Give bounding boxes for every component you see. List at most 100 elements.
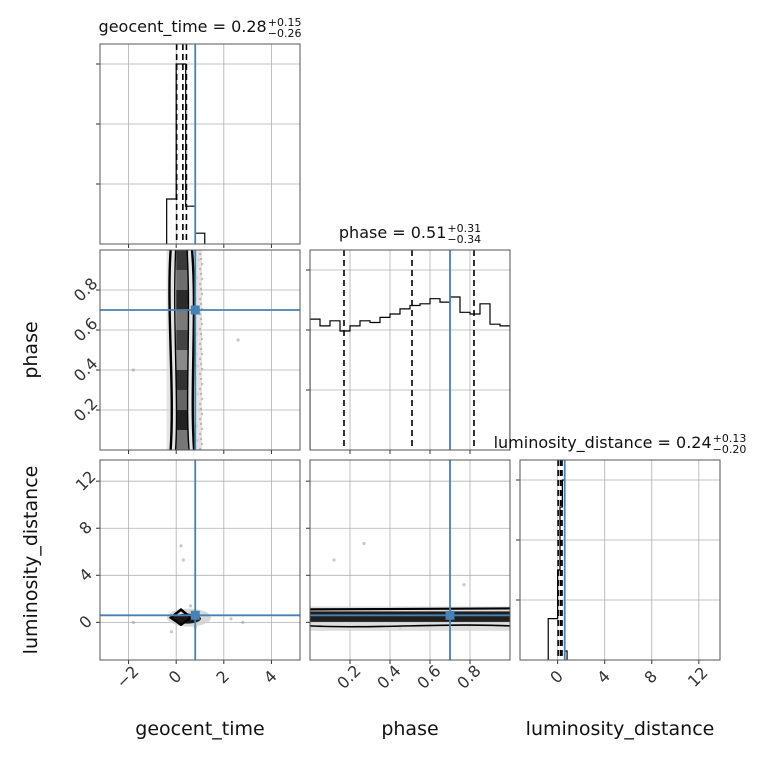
density-dots bbox=[198, 357, 202, 361]
panel-border bbox=[99, 249, 301, 451]
density-dots bbox=[200, 442, 204, 446]
density-core-band bbox=[176, 410, 189, 430]
contour-line bbox=[168, 250, 173, 450]
joint-panel-luminosity_distance_vs_geocent_time: −2 0 2 4 0 4 8 12 bbox=[72, 459, 301, 692]
marginal-content bbox=[166, 44, 206, 244]
density-core-band bbox=[176, 430, 189, 450]
density-dots bbox=[200, 292, 204, 296]
x-tick-label: 12 bbox=[684, 663, 712, 691]
y-tick-label: 4 bbox=[75, 565, 96, 586]
density-dots bbox=[200, 277, 204, 281]
marginal-content bbox=[310, 250, 510, 450]
scatter-point bbox=[462, 583, 466, 587]
density-dots bbox=[200, 367, 204, 371]
density-dots bbox=[200, 262, 204, 266]
density-dots bbox=[198, 387, 202, 391]
scatter-point bbox=[241, 620, 245, 624]
density-dots bbox=[198, 267, 202, 271]
contour-line bbox=[310, 624, 510, 628]
marginal-panel-geocent_time bbox=[96, 43, 301, 248]
density-dots bbox=[199, 317, 203, 321]
density-dots bbox=[198, 417, 202, 421]
x-tick-label: 2 bbox=[212, 667, 233, 688]
density-dots bbox=[199, 422, 203, 426]
density-dots bbox=[198, 402, 202, 406]
title-main: phase = 0.51 bbox=[339, 223, 446, 242]
scatter-point bbox=[169, 630, 174, 634]
title-main: luminosity_distance = 0.24 bbox=[494, 433, 712, 453]
x-axis-label-geocent_time: geocent_time bbox=[135, 718, 264, 740]
density-dots bbox=[199, 392, 203, 396]
joint-panel-luminosity_distance_vs_phase: 0.2 0.4 0.6 0.8 bbox=[306, 459, 511, 693]
marginal-title-phase: phase = 0.51 +0.31−0.34 bbox=[339, 222, 481, 246]
corner-plot-panels: 0 4 8 12 0.2 0.4 0.6 0.8 −2 0 2 4 0 4 8 12 0.2 0.4 0.6 0.8 bbox=[70, 43, 721, 693]
scatter-point bbox=[181, 558, 185, 562]
panel-border bbox=[99, 459, 301, 661]
panel-background bbox=[100, 460, 300, 660]
x-tick-label: 0 bbox=[165, 667, 186, 688]
x-tick-label: 4 bbox=[260, 667, 281, 688]
density-dots bbox=[200, 412, 204, 416]
x-tick-label: 4 bbox=[593, 667, 614, 688]
panel-border bbox=[519, 459, 721, 661]
panel-border bbox=[309, 249, 511, 451]
density-dots bbox=[200, 322, 204, 326]
corner-plot-titles: geocent_time = 0.28 +0.15−0.26 phase = 0.5… bbox=[99, 16, 747, 456]
x-tick-label: 0.2 bbox=[333, 661, 364, 692]
density-core-band bbox=[176, 390, 189, 410]
title-lower-error: −0.20 bbox=[713, 443, 747, 456]
joint-content bbox=[310, 460, 510, 660]
density-core bbox=[310, 611, 510, 622]
panel-border bbox=[99, 43, 301, 245]
y-tick-label: 0 bbox=[75, 612, 96, 633]
density-core-band bbox=[176, 290, 189, 310]
y-axis-label-phase: phase bbox=[20, 321, 42, 378]
x-tick-label: 0.8 bbox=[453, 661, 484, 692]
contour-line bbox=[310, 607, 510, 611]
density-dots bbox=[199, 272, 203, 276]
density-dots bbox=[200, 427, 204, 431]
x-tick-label: 0 bbox=[546, 667, 567, 688]
title-upper-error: +0.15 bbox=[268, 16, 302, 29]
density-dots bbox=[198, 447, 202, 450]
scatter-point bbox=[131, 620, 135, 624]
scatter-point bbox=[362, 541, 366, 546]
y-tick-label: 0.6 bbox=[70, 314, 101, 345]
density-dots bbox=[199, 347, 203, 351]
marginal-title-luminosity_distance: luminosity_distance = 0.24 +0.13−0.20 bbox=[494, 432, 747, 456]
density-dots bbox=[199, 362, 203, 366]
contour-line bbox=[186, 250, 190, 450]
y-tick-label: 0.8 bbox=[70, 274, 101, 305]
corner-plot-axis-labels: geocent_time phase luminosity_distancephas… bbox=[20, 321, 714, 740]
density-core-band bbox=[176, 370, 189, 390]
density-dots bbox=[198, 282, 202, 286]
density-dots bbox=[199, 287, 203, 291]
scatter-point bbox=[131, 368, 135, 372]
panel-background bbox=[310, 250, 510, 450]
marginal-panel-luminosity_distance: 0 4 8 12 bbox=[516, 459, 721, 691]
density-dots bbox=[199, 437, 203, 441]
panel-background bbox=[520, 460, 720, 660]
scatter-point bbox=[179, 544, 183, 548]
marginal-panel-phase bbox=[306, 249, 511, 454]
contour-line bbox=[190, 250, 196, 450]
density-dots bbox=[198, 342, 202, 346]
title-main: geocent_time = 0.28 bbox=[99, 17, 267, 37]
marginal-content bbox=[547, 460, 568, 660]
x-tick-label: 8 bbox=[640, 667, 661, 688]
density-core-band bbox=[176, 330, 189, 350]
density-dots bbox=[198, 372, 202, 376]
joint-content bbox=[100, 460, 300, 660]
title-upper-error: +0.13 bbox=[713, 432, 747, 445]
density-dots bbox=[200, 397, 204, 401]
x-tick-label: 0.4 bbox=[373, 661, 404, 692]
x-tick-label: −2 bbox=[112, 662, 142, 692]
x-axis-label-phase: phase bbox=[381, 718, 438, 740]
density-dots bbox=[198, 432, 202, 436]
truth-marker bbox=[190, 305, 200, 315]
x-tick-label: 0.6 bbox=[413, 661, 444, 692]
y-tick-label: 0.2 bbox=[70, 394, 101, 425]
scatter-point bbox=[188, 604, 193, 608]
scatter-point bbox=[332, 558, 336, 562]
